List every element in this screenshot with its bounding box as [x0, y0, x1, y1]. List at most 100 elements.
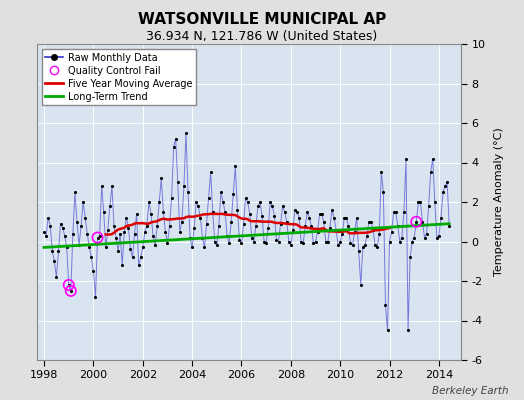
Point	[114, 248, 122, 254]
Point	[361, 242, 369, 249]
Point	[406, 254, 414, 260]
Point	[328, 207, 336, 213]
Point	[217, 189, 225, 195]
Point	[334, 242, 342, 249]
Point	[371, 242, 379, 249]
Point	[155, 199, 163, 205]
Point	[67, 288, 75, 294]
Point	[126, 246, 135, 253]
Point	[110, 222, 118, 229]
Point	[52, 274, 61, 280]
Point	[223, 232, 231, 239]
Point	[221, 209, 229, 215]
Point	[151, 242, 159, 249]
Point	[233, 207, 242, 213]
Text: Berkeley Earth: Berkeley Earth	[432, 386, 508, 396]
Point	[128, 254, 137, 260]
Point	[324, 238, 332, 245]
Point	[106, 203, 114, 209]
Point	[54, 248, 63, 254]
Point	[192, 199, 201, 205]
Point	[420, 234, 429, 241]
Point	[322, 238, 330, 245]
Point	[416, 199, 424, 205]
Point	[385, 238, 394, 245]
Point	[311, 238, 320, 245]
Point	[198, 234, 206, 241]
Point	[408, 238, 417, 245]
Point	[62, 244, 71, 251]
Point	[227, 218, 235, 225]
Point	[237, 240, 246, 247]
Point	[307, 222, 315, 229]
Point	[58, 224, 67, 231]
Point	[211, 238, 219, 245]
Point	[120, 228, 128, 235]
Text: WATSONVILLE MUNICIPAL AP: WATSONVILLE MUNICIPAL AP	[138, 12, 386, 27]
Point	[356, 282, 365, 288]
Point	[206, 169, 215, 176]
Point	[231, 163, 239, 170]
Point	[435, 232, 443, 239]
Point	[178, 218, 186, 225]
Point	[346, 240, 355, 247]
Point	[303, 209, 311, 215]
Point	[338, 230, 346, 237]
Point	[340, 214, 348, 221]
Point	[102, 244, 110, 251]
Point	[402, 155, 410, 162]
Point	[332, 226, 340, 233]
Point	[159, 209, 168, 215]
Point	[391, 209, 400, 215]
Point	[147, 211, 155, 217]
Point	[278, 203, 287, 209]
Point	[363, 232, 371, 239]
Point	[355, 248, 363, 254]
Point	[64, 282, 73, 288]
Point	[410, 234, 419, 241]
Point	[270, 213, 279, 219]
Point	[365, 218, 373, 225]
Point	[433, 234, 441, 241]
Point	[108, 183, 116, 189]
Point	[373, 244, 381, 251]
Point	[166, 222, 174, 229]
Point	[256, 199, 264, 205]
Point	[239, 220, 248, 227]
Point	[133, 211, 141, 217]
Point	[194, 203, 202, 209]
Point	[235, 236, 244, 243]
Point	[242, 195, 250, 201]
Point	[137, 254, 145, 260]
Point	[282, 218, 291, 225]
Point	[336, 238, 344, 245]
Point	[85, 244, 93, 251]
Point	[291, 207, 299, 213]
Point	[247, 234, 256, 241]
Point	[161, 228, 170, 235]
Point	[48, 248, 57, 254]
Point	[60, 232, 69, 239]
Point	[176, 228, 184, 235]
Point	[358, 244, 367, 251]
Point	[116, 230, 124, 237]
Point	[367, 218, 375, 225]
Point	[424, 203, 433, 209]
Point	[167, 195, 176, 201]
Point	[252, 222, 260, 229]
Point	[124, 224, 133, 231]
Point	[249, 238, 258, 245]
Point	[427, 169, 435, 176]
Point	[91, 294, 100, 300]
Point	[412, 218, 420, 225]
Point	[348, 242, 357, 249]
Point	[285, 238, 293, 245]
Point	[95, 232, 104, 239]
Point	[272, 236, 281, 243]
Point	[213, 242, 221, 249]
Point	[182, 130, 190, 136]
Point	[202, 220, 211, 227]
Point	[112, 234, 120, 241]
Point	[77, 222, 85, 229]
Point	[351, 228, 359, 235]
